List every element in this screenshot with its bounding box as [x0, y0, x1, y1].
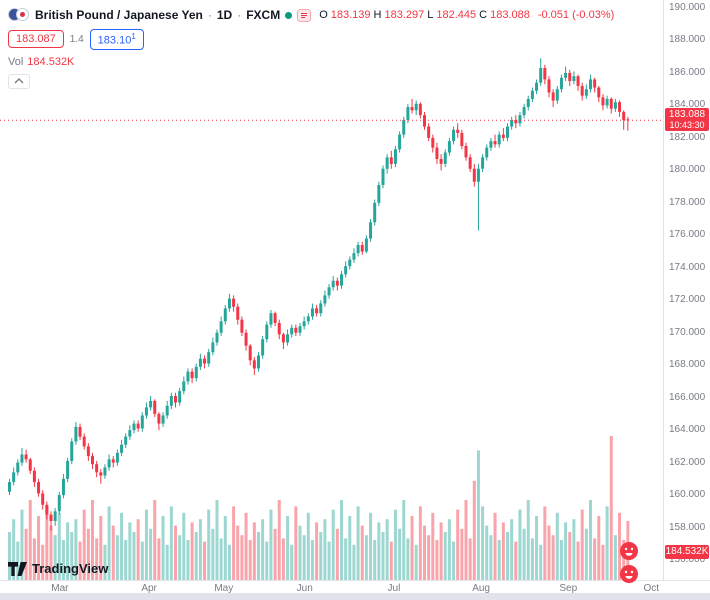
price-tick-label: 174.000	[669, 261, 706, 273]
time-tick-label: Apr	[141, 583, 157, 594]
last-price-value: 183.088	[668, 109, 706, 121]
emoji-face-icon	[620, 565, 638, 583]
buy-button[interactable]: 183.101	[89, 29, 144, 50]
ask-pip: 1	[131, 32, 136, 41]
volume-label: Vol	[8, 55, 24, 68]
price-tick-label: 170.000	[669, 326, 706, 338]
close-value: 183.088	[490, 9, 530, 21]
tradingview-mark-icon	[8, 561, 27, 576]
time-tick-label: Jul	[387, 583, 401, 594]
volume-row[interactable]: Vol 184.532K	[8, 56, 614, 68]
sell-button[interactable]: 183.087	[8, 30, 64, 49]
spread-value: 1.4	[69, 33, 84, 45]
low-value: 182.445	[436, 9, 477, 21]
notes-icon[interactable]	[297, 8, 312, 22]
price-tick-label: 156.000	[669, 554, 706, 565]
price-tick-label: 182.000	[669, 131, 706, 143]
time-tick-label: May	[214, 583, 234, 594]
exchange-button[interactable]: FXCM	[246, 8, 281, 22]
time-tick-label: Jun	[296, 583, 313, 594]
last-price-label: 183.088 10:43:30	[665, 108, 709, 132]
open-value: 183.139	[330, 9, 371, 21]
symbol-name-button[interactable]: British Pound / Japanese Yen	[35, 8, 203, 22]
tradingview-logo[interactable]: TradingView	[8, 561, 108, 576]
emoji-reaction-button-top[interactable]	[620, 542, 638, 560]
volume-badge: 184.532K	[665, 545, 709, 559]
price-tick-label: 164.000	[669, 424, 706, 436]
high-value: 183.297	[384, 9, 425, 21]
price-tick-label: 188.000	[669, 34, 706, 46]
volume-value: 184.532K	[27, 55, 75, 68]
close-label: C	[479, 9, 488, 21]
low-label: L	[427, 9, 434, 21]
symbol-row: British Pound / Japanese Yen · 1D · FXCM…	[8, 6, 614, 24]
price-tick-label: 158.000	[669, 521, 706, 533]
emoji-face-icon	[620, 542, 638, 560]
price-tick-label: 180.000	[669, 164, 706, 176]
interval-button[interactable]: 1D	[216, 8, 233, 22]
price-tick-label: 186.000	[669, 66, 706, 78]
time-tick-label: Mar	[51, 583, 69, 594]
candlestick-chart[interactable]	[0, 0, 663, 580]
price-tick-label: 178.000	[669, 196, 706, 208]
bid-ask-row: 183.087 1.4 183.101	[8, 29, 614, 50]
chart-legend: British Pound / Japanese Yen · 1D · FXCM…	[8, 6, 614, 89]
separator-dot: ·	[207, 8, 212, 22]
chevron-up-icon	[14, 78, 24, 84]
market-status-dot-icon	[285, 11, 293, 19]
high-label: H	[373, 9, 382, 21]
price-tick-label: 190.000	[669, 2, 706, 13]
time-tick-label: Oct	[643, 583, 660, 594]
price-tick-label: 176.000	[669, 229, 706, 241]
price-tick-label: 166.000	[669, 391, 706, 403]
bottom-scrollbar[interactable]	[0, 593, 710, 600]
japan-flag-icon	[16, 8, 29, 21]
open-label: O	[319, 9, 328, 21]
time-tick-label: Aug	[472, 583, 490, 594]
time-tick-label: Sep	[559, 583, 578, 594]
price-axis[interactable]: 183.088 10:43:30 184.532K 190.000 188.000…	[663, 0, 710, 580]
tradingview-logo-text: TradingView	[32, 561, 109, 576]
ohlc-values: O 183.139 H 183.297 L 182.445 C 183.088	[319, 9, 530, 21]
separator-dot: ·	[237, 8, 242, 22]
price-tick-label: 162.000	[669, 456, 706, 468]
price-tick-label: 160.000	[669, 489, 706, 501]
emoji-reaction-button-bottom[interactable]	[620, 565, 638, 583]
collapse-legend-button[interactable]	[8, 73, 30, 89]
change-value: -0.051 (-0.03%)	[537, 9, 615, 21]
ask-price: 183.10	[97, 34, 132, 47]
price-tick-label: 168.000	[669, 359, 706, 371]
symbol-pair-logo-icon	[8, 8, 30, 22]
bar-countdown: 10:43:30	[669, 120, 705, 131]
price-tick-label: 172.000	[669, 294, 706, 306]
time-axis[interactable]: Mar Apr May Jun Jul Aug Sep Oct	[0, 580, 710, 594]
price-tick-label: 184.000	[669, 99, 706, 111]
